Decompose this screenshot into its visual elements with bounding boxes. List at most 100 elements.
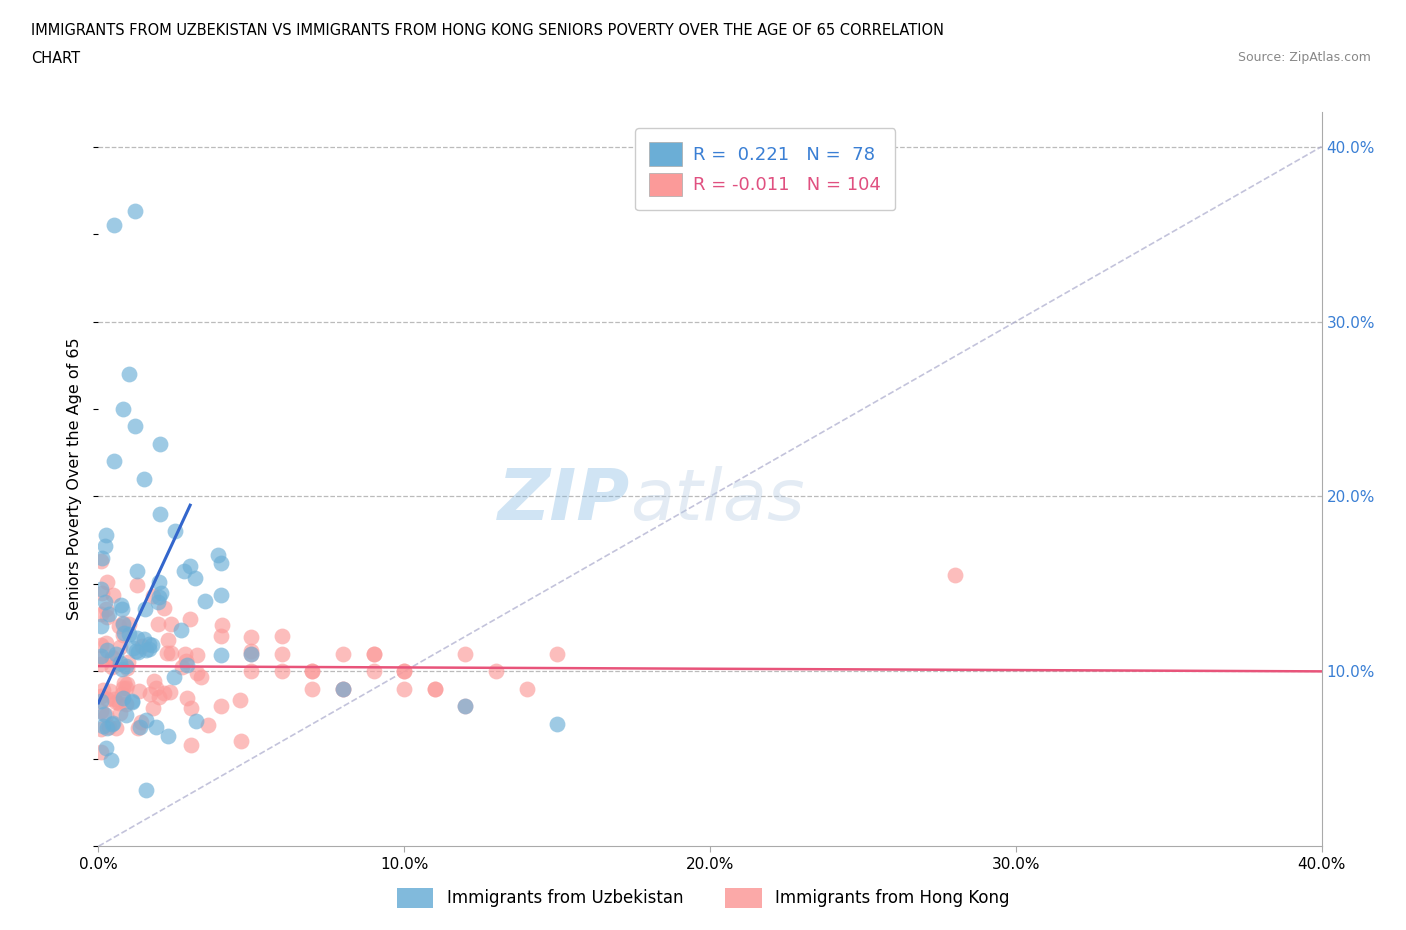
Point (111, 615, 134, 630)
Point (454, 699, 477, 714)
Point (240, 664, 263, 679)
Point (90, 744, 112, 759)
Point (117, 654, 139, 669)
Point (240, 646, 263, 661)
Point (104, 646, 127, 661)
Point (392, 664, 416, 679)
Point (186, 666, 208, 681)
Point (127, 564, 149, 578)
Point (142, 589, 165, 604)
Point (176, 658, 198, 672)
Point (98, 684, 121, 698)
Point (423, 682, 446, 697)
Point (172, 659, 194, 674)
Point (127, 644, 149, 659)
Point (148, 618, 170, 632)
Point (148, 590, 170, 604)
Point (96, 643, 118, 658)
Point (207, 548, 229, 563)
Point (150, 585, 173, 600)
Point (128, 684, 150, 698)
Point (110, 661, 132, 676)
Point (270, 664, 292, 679)
Point (117, 676, 139, 691)
Point (138, 642, 160, 657)
Point (485, 664, 508, 679)
Point (173, 564, 195, 578)
Point (103, 218, 125, 232)
Text: IMMIGRANTS FROM UZBEKISTAN VS IMMIGRANTS FROM HONG KONG SENIORS POVERTY OVER THE: IMMIGRANTS FROM UZBEKISTAN VS IMMIGRANTS… (31, 23, 943, 38)
Point (90, 581, 112, 596)
Point (160, 646, 183, 661)
Point (132, 631, 155, 646)
Point (90, 649, 112, 664)
Point (209, 588, 232, 603)
Point (392, 664, 416, 679)
Point (127, 631, 149, 646)
Point (90, 688, 112, 703)
Point (145, 680, 167, 695)
Point (90, 553, 112, 568)
Point (110, 598, 132, 613)
Point (240, 630, 263, 644)
Legend: R =  0.221   N =  78, R = -0.011   N = 104: R = 0.221 N = 78, R = -0.011 N = 104 (636, 128, 896, 210)
Point (943, 567, 966, 582)
Point (160, 617, 183, 631)
Point (112, 676, 135, 691)
Point (516, 682, 538, 697)
Point (153, 600, 176, 615)
Point (180, 700, 202, 715)
Point (104, 720, 127, 735)
Point (115, 681, 138, 696)
Point (145, 719, 167, 734)
Point (176, 654, 198, 669)
Point (98, 607, 121, 622)
Point (173, 647, 195, 662)
Point (270, 646, 292, 661)
Point (118, 627, 141, 642)
Point (129, 715, 152, 730)
Point (180, 737, 202, 752)
Point (135, 783, 157, 798)
Point (141, 638, 163, 653)
Point (176, 691, 198, 706)
Point (423, 682, 446, 697)
Point (104, 695, 127, 710)
Point (118, 617, 141, 631)
Point (122, 641, 145, 656)
Point (91, 718, 114, 733)
Point (90, 704, 112, 719)
Point (363, 646, 385, 661)
Point (240, 644, 263, 658)
Point (96, 601, 118, 616)
Point (209, 555, 232, 570)
Point (332, 682, 354, 697)
Point (148, 574, 170, 589)
Point (96, 691, 118, 706)
Point (209, 699, 232, 714)
Point (546, 716, 568, 731)
Point (159, 684, 181, 699)
Point (179, 611, 201, 626)
Point (134, 472, 156, 486)
Point (163, 670, 186, 684)
Point (546, 646, 568, 661)
Point (96, 575, 118, 590)
Point (332, 682, 354, 697)
Point (301, 682, 323, 697)
Point (101, 716, 124, 731)
Point (93, 707, 115, 722)
Point (94, 528, 117, 543)
Point (127, 721, 149, 736)
Point (128, 720, 150, 735)
Point (135, 713, 157, 728)
Point (121, 695, 143, 710)
Point (194, 594, 217, 609)
Point (111, 628, 134, 643)
Point (100, 650, 122, 665)
Point (90, 638, 112, 653)
Point (96, 721, 118, 736)
Point (101, 650, 124, 665)
Point (135, 643, 157, 658)
Text: atlas: atlas (630, 467, 806, 536)
